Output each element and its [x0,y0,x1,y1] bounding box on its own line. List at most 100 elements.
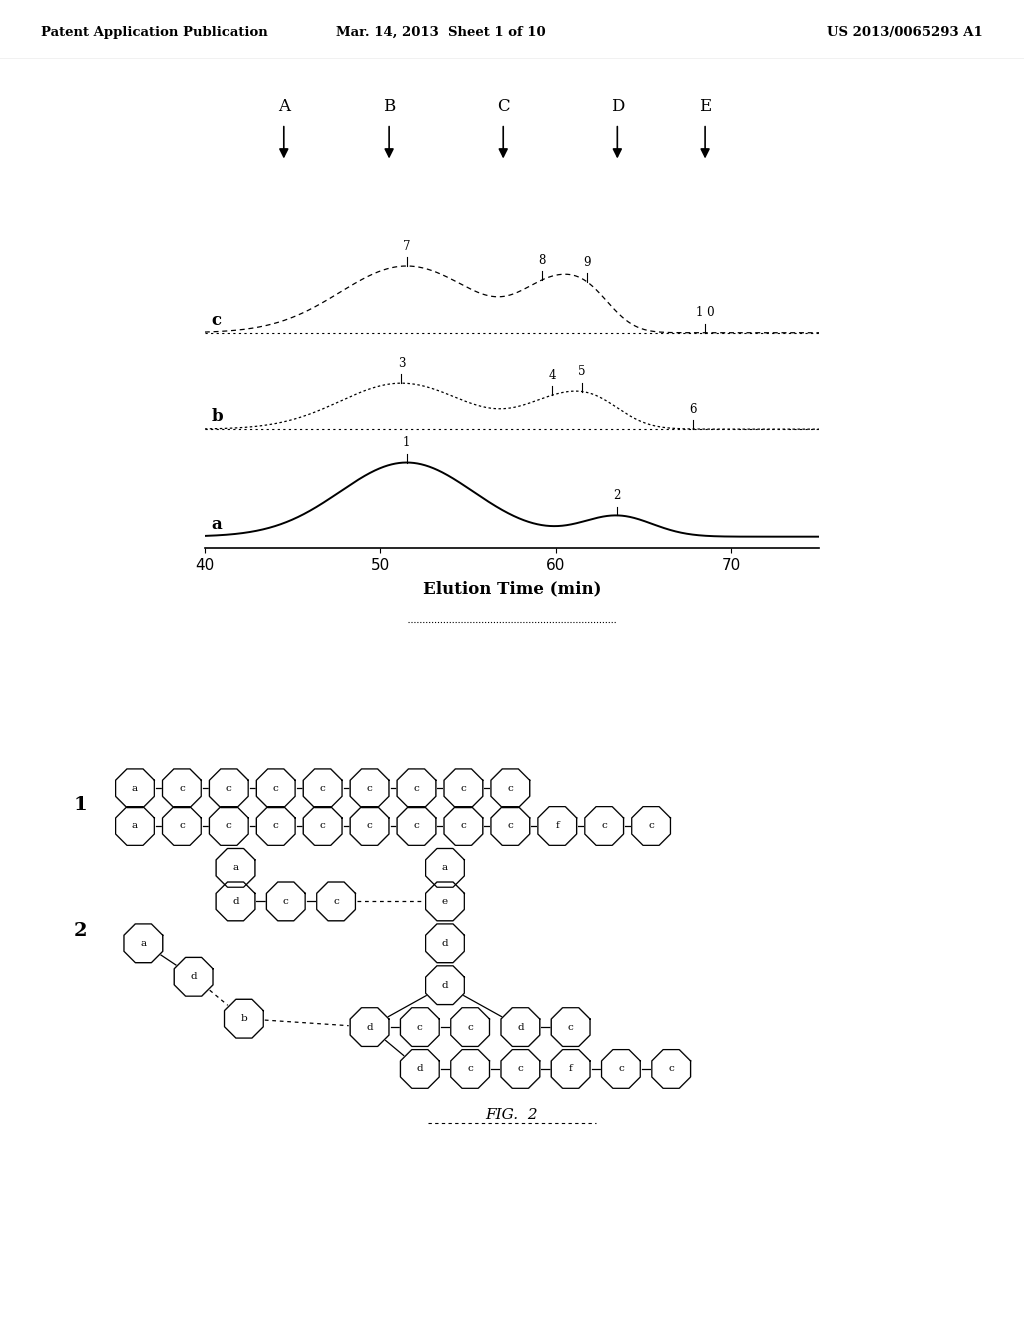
Text: c: c [517,1064,523,1073]
Polygon shape [210,807,248,845]
Text: 5: 5 [579,366,586,379]
Text: c: c [283,896,289,906]
Text: c: c [669,1064,674,1073]
Polygon shape [350,807,389,845]
Text: c: c [212,312,222,329]
Text: A: A [278,98,290,115]
Text: d: d [441,981,449,990]
Text: c: c [467,1064,473,1073]
Polygon shape [256,770,295,808]
Text: c: c [319,784,326,793]
Text: c: c [367,821,373,830]
Text: 1: 1 [74,796,87,814]
Polygon shape [397,807,436,845]
Text: a: a [212,516,222,533]
Text: d: d [417,1064,423,1073]
Polygon shape [163,770,202,808]
Polygon shape [400,1007,439,1047]
Polygon shape [490,807,529,845]
Text: a: a [132,821,138,830]
Text: 4: 4 [549,368,556,381]
Polygon shape [303,807,342,845]
Polygon shape [426,966,464,1005]
Polygon shape [652,1049,690,1088]
Text: c: c [508,784,513,793]
Text: a: a [132,784,138,793]
Polygon shape [426,849,464,887]
Polygon shape [397,770,436,808]
Text: 8: 8 [539,253,546,267]
Text: c: c [567,1023,573,1031]
Polygon shape [551,1007,590,1047]
Text: 3: 3 [397,356,406,370]
Text: a: a [232,863,239,873]
Text: D: D [610,98,624,115]
Text: c: c [272,821,279,830]
Text: E: E [699,98,712,115]
Polygon shape [551,1049,590,1088]
Polygon shape [256,807,295,845]
Text: 1: 1 [403,436,411,449]
Polygon shape [538,807,577,845]
Polygon shape [216,849,255,887]
Polygon shape [266,882,305,921]
Polygon shape [116,770,155,808]
Text: c: c [618,1064,624,1073]
Text: f: f [568,1064,572,1073]
Text: c: c [319,821,326,830]
Polygon shape [350,1007,389,1047]
Polygon shape [601,1049,640,1088]
Text: c: c [179,821,184,830]
Polygon shape [316,882,355,921]
Text: US 2013/0065293 A1: US 2013/0065293 A1 [827,26,983,40]
Polygon shape [224,999,263,1038]
Text: c: c [417,1023,423,1031]
Text: 6: 6 [689,403,696,416]
Text: FIG.  2: FIG. 2 [485,1107,539,1122]
Polygon shape [444,807,482,845]
Text: B: B [383,98,395,115]
Polygon shape [451,1007,489,1047]
X-axis label: Elution Time (min): Elution Time (min) [423,581,601,598]
Polygon shape [426,882,464,921]
Text: c: c [467,1023,473,1031]
Text: d: d [517,1023,523,1031]
Polygon shape [501,1007,540,1047]
Polygon shape [585,807,624,845]
Text: Patent Application Publication: Patent Application Publication [41,26,267,40]
Text: c: c [601,821,607,830]
Polygon shape [303,770,342,808]
Text: c: c [414,821,420,830]
Text: e: e [442,896,449,906]
Polygon shape [124,924,163,962]
Polygon shape [163,807,202,845]
Text: c: c [648,821,654,830]
Text: 2: 2 [74,921,87,940]
Text: c: c [414,784,420,793]
Text: c: c [367,784,373,793]
Text: 9: 9 [584,256,591,269]
Polygon shape [632,807,671,845]
Polygon shape [210,770,248,808]
Text: Mar. 14, 2013  Sheet 1 of 10: Mar. 14, 2013 Sheet 1 of 10 [336,26,545,40]
Text: d: d [441,939,449,948]
Polygon shape [400,1049,439,1088]
Polygon shape [350,770,389,808]
Text: d: d [367,1023,373,1031]
Polygon shape [501,1049,540,1088]
Polygon shape [451,1049,489,1088]
Text: b: b [241,1014,247,1023]
Text: f: f [555,821,559,830]
Text: c: c [226,784,231,793]
Text: 7: 7 [402,240,411,252]
Text: a: a [140,939,146,948]
Text: C: C [497,98,510,115]
Text: c: c [508,821,513,830]
Polygon shape [426,924,464,962]
Text: d: d [190,973,197,981]
Polygon shape [116,807,155,845]
Text: a: a [442,863,449,873]
Text: b: b [212,408,223,425]
Text: 1 0: 1 0 [695,306,715,319]
Text: c: c [226,821,231,830]
